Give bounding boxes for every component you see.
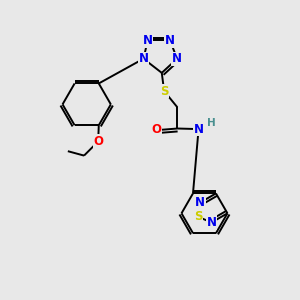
Text: S: S — [160, 85, 168, 98]
Text: N: N — [207, 216, 217, 229]
Text: N: N — [172, 52, 182, 65]
Text: N: N — [139, 52, 148, 65]
Text: O: O — [152, 124, 162, 136]
Text: N: N — [142, 34, 153, 47]
Text: N: N — [194, 123, 204, 136]
Text: O: O — [93, 135, 103, 148]
Text: H: H — [207, 118, 215, 128]
Text: N: N — [195, 196, 205, 209]
Text: N: N — [165, 34, 175, 47]
Text: S: S — [194, 210, 202, 224]
